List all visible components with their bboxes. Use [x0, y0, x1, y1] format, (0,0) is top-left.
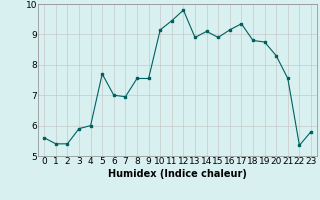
X-axis label: Humidex (Indice chaleur): Humidex (Indice chaleur): [108, 169, 247, 179]
